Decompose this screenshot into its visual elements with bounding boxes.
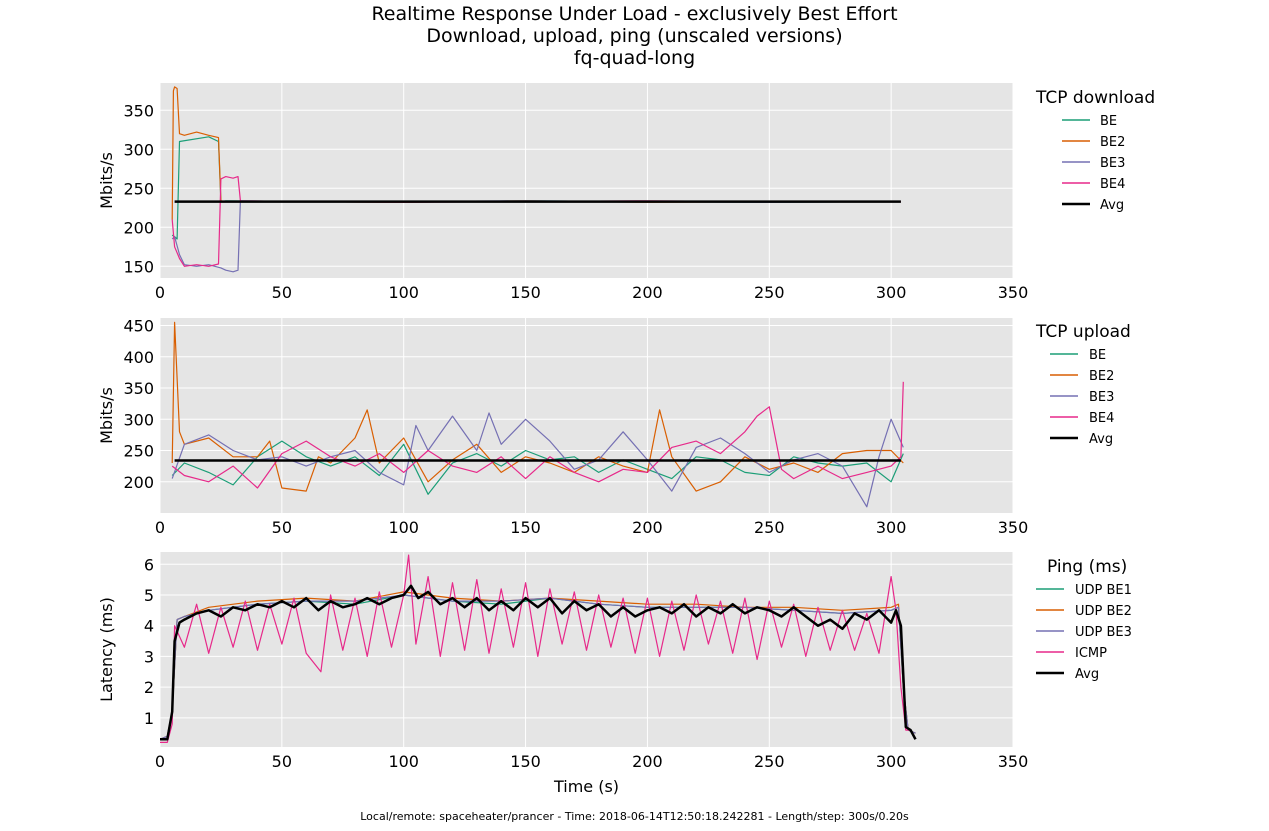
y-tick-label: 5 [144,586,154,605]
x-tick-label: 250 [754,752,785,771]
x-tick-label: 250 [754,283,785,302]
series-group [160,554,917,744]
figure-title-line-1: Realtime Response Under Load - exclusive… [371,3,898,25]
legend-label-be2: BE2 [1100,135,1125,150]
x-tick-label: 350 [998,518,1029,537]
legend-label-be: BE [1089,348,1106,363]
panel-3: 0 50 100 150 200 250 300 350 1 2 3 4 5 6 Latency (ms) T… [97,552,1132,796]
legend-title: TCP download [1035,88,1155,108]
x-tick-label: 300 [876,752,907,771]
series-group [171,86,901,273]
x-tick-label: 250 [754,518,785,537]
series-line-be2 [171,321,904,492]
legend-label-be3: BE3 [1089,390,1114,405]
y-tick-label: 450 [123,317,154,336]
legend: Ping (ms) UDP BE1 UDP BE2 UDP BE3 ICMP Avg [1036,557,1132,682]
legend-label-be3: BE3 [1100,156,1125,171]
x-tick-label: 200 [632,752,663,771]
legend-label-udp-be1: UDP BE1 [1075,583,1132,598]
x-tick-label: 50 [272,752,292,771]
legend-label-be4: BE4 [1100,177,1125,192]
legend-label-avg: Avg [1075,667,1099,682]
y-tick-label: 350 [123,101,154,120]
legend-label-icmp: ICMP [1075,646,1107,661]
series-group [171,321,904,508]
x-tick-label: 0 [155,518,165,537]
y-tick-label: 250 [123,442,154,461]
x-tick-label: 150 [510,752,541,771]
y-tick-label: 150 [123,257,154,276]
legend-title: Ping (ms) [1047,557,1127,577]
x-tick-label: 350 [998,752,1029,771]
legend-label-udp-be3: UDP BE3 [1075,625,1132,640]
x-tick-label: 150 [510,283,541,302]
y-tick-label: 4 [144,617,154,636]
panel-2: 0 50 100 150 200 250 300 350 200 250 300 350 400 450 M… [97,317,1131,538]
x-tick-label: 100 [388,518,419,537]
y-tick-label: 250 [123,179,154,198]
legend-title: TCP upload [1035,322,1131,342]
figure-footer: Local/remote: spaceheater/prancer - Time… [360,810,909,823]
x-tick-label: 0 [155,752,165,771]
y-tick-label: 200 [123,473,154,492]
y-tick-label: 300 [123,410,154,429]
plot-area [160,83,1013,278]
x-tick-label: 0 [155,283,165,302]
series-line-be4 [171,381,904,489]
x-axis-label: Time (s) [553,777,619,796]
x-tick-label: 300 [876,518,907,537]
legend: TCP download BE BE2 BE3 BE4 Avg [1035,88,1155,213]
series-line-be3 [171,412,904,508]
y-tick-label: 300 [123,140,154,159]
x-tick-label: 300 [876,283,907,302]
series-line-avg [160,584,917,741]
legend-label-avg: Avg [1089,432,1113,447]
legend-label-avg: Avg [1100,198,1124,213]
plot-area [160,318,1013,513]
x-tick-label: 150 [510,518,541,537]
y-tick-label: 1 [144,709,154,728]
legend-label-be: BE [1100,114,1117,129]
legend: TCP upload BE BE2 BE3 BE4 Avg [1035,322,1131,447]
y-tick-label: 200 [123,218,154,237]
x-tick-label: 200 [632,283,663,302]
legend-label-be4: BE4 [1089,411,1114,426]
y-axis-label: Mbits/s [97,387,116,444]
y-tick-label: 350 [123,379,154,398]
y-axis-label: Latency (ms) [97,597,116,702]
legend-label-udp-be2: UDP BE2 [1075,604,1132,619]
y-axis-label: Mbits/s [97,152,116,209]
y-tick-label: 400 [123,348,154,367]
legend-label-be2: BE2 [1089,369,1114,384]
x-tick-label: 350 [998,283,1029,302]
series-line-icmp [160,554,911,744]
panel-1: 0 50 100 150 200 250 300 350 150 200 250 300 350 Mbit… [97,83,1155,302]
figure-title-line-2: Download, upload, ping (unscaled version… [426,25,843,47]
y-tick-label: 3 [144,647,154,666]
y-tick-label: 6 [144,555,154,574]
x-tick-label: 50 [272,283,292,302]
x-tick-label: 100 [388,752,419,771]
y-tick-label: 2 [144,678,154,697]
x-tick-label: 100 [388,283,419,302]
x-tick-label: 50 [272,518,292,537]
x-tick-label: 200 [632,518,663,537]
figure-title-line-3: fq-quad-long [573,47,696,69]
